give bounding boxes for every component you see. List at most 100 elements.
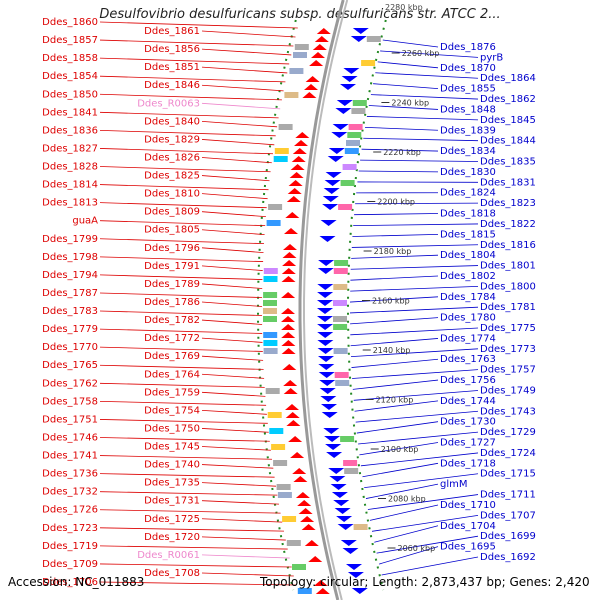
gene-category-block[interactable]: [286, 540, 301, 546]
gene-category-block[interactable]: [297, 588, 312, 594]
left-gene-label[interactable]: Ddes_1796: [144, 243, 200, 254]
left-gene-label[interactable]: Ddes_1850: [42, 89, 98, 100]
reverse-gene-arrow[interactable]: [350, 36, 367, 42]
right-gene-label[interactable]: Ddes_1729: [480, 427, 536, 438]
reverse-gene-arrow[interactable]: [322, 204, 339, 210]
forward-gene-arrow[interactable]: [293, 476, 308, 482]
reverse-gene-arrow[interactable]: [325, 444, 342, 450]
left-gene-label[interactable]: Ddes_R0063: [137, 98, 200, 109]
right-gene-label[interactable]: Ddes_1822: [480, 219, 536, 230]
gene-category-block[interactable]: [348, 124, 363, 130]
right-gene-label[interactable]: Ddes_1862: [480, 94, 536, 105]
right-gene-label[interactable]: Ddes_1848: [440, 104, 496, 115]
right-gene-label[interactable]: Ddes_1831: [480, 177, 536, 188]
left-gene-label[interactable]: Ddes_1723: [42, 523, 98, 534]
left-gene-label[interactable]: Ddes_1789: [144, 279, 200, 290]
left-gene-label[interactable]: Ddes_1813: [42, 198, 98, 209]
reverse-gene-arrow[interactable]: [317, 340, 334, 346]
reverse-gene-arrow[interactable]: [335, 108, 352, 114]
left-gene-label[interactable]: Ddes_1726: [42, 505, 98, 516]
reverse-gene-arrow[interactable]: [317, 332, 334, 338]
right-gene-label[interactable]: Ddes_1855: [440, 84, 496, 95]
left-gene-label[interactable]: Ddes_1840: [144, 116, 200, 127]
left-gene-label[interactable]: Ddes_1851: [144, 62, 200, 73]
gene-category-block[interactable]: [263, 292, 278, 298]
gene-category-block[interactable]: [344, 468, 359, 474]
gene-category-block[interactable]: [265, 388, 280, 394]
left-gene-label[interactable]: Ddes_1779: [42, 324, 98, 335]
reverse-gene-arrow[interactable]: [346, 564, 362, 570]
gene-category-block[interactable]: [263, 316, 277, 322]
gene-category-block[interactable]: [340, 180, 355, 186]
left-gene-label[interactable]: Ddes_1857: [42, 35, 98, 46]
gene-category-block[interactable]: [340, 436, 355, 442]
left-gene-label[interactable]: Ddes_1731: [144, 496, 200, 507]
forward-gene-arrow[interactable]: [284, 228, 298, 234]
forward-gene-arrow[interactable]: [281, 316, 295, 322]
reverse-gene-arrow[interactable]: [318, 364, 335, 370]
reverse-gene-arrow[interactable]: [317, 316, 333, 322]
forward-gene-arrow[interactable]: [297, 500, 312, 506]
forward-gene-arrow[interactable]: [304, 84, 318, 90]
right-gene-label[interactable]: Ddes_1804: [440, 250, 496, 261]
reverse-gene-arrow[interactable]: [319, 380, 336, 386]
right-gene-label[interactable]: Ddes_1715: [480, 469, 536, 480]
forward-gene-arrow[interactable]: [315, 588, 330, 594]
gene-category-block[interactable]: [293, 52, 307, 58]
gene-category-block[interactable]: [353, 524, 368, 530]
forward-gene-arrow[interactable]: [283, 388, 298, 394]
right-gene-label[interactable]: Ddes_1839: [440, 125, 496, 136]
left-gene-label[interactable]: Ddes_1846: [144, 80, 200, 91]
left-gene-label[interactable]: Ddes_1719: [42, 541, 98, 552]
left-gene-label[interactable]: Ddes_1836: [42, 125, 98, 136]
left-gene-label[interactable]: Ddes_1860: [42, 17, 98, 28]
gene-category-block[interactable]: [347, 132, 362, 138]
forward-gene-arrow[interactable]: [298, 508, 313, 514]
left-gene-label[interactable]: Ddes_1720: [144, 532, 200, 543]
right-gene-label[interactable]: Ddes_1844: [480, 136, 536, 147]
gene-category-block[interactable]: [278, 124, 293, 130]
left-gene-label[interactable]: Ddes_R0061: [137, 550, 200, 561]
reverse-gene-arrow[interactable]: [331, 132, 348, 138]
left-gene-label[interactable]: Ddes_1736: [42, 469, 98, 480]
forward-gene-arrow[interactable]: [281, 340, 296, 346]
right-gene-label[interactable]: Ddes_1816: [480, 240, 536, 251]
left-gene-label[interactable]: Ddes_1829: [144, 134, 200, 145]
gene-category-block[interactable]: [263, 340, 278, 346]
left-gene-label[interactable]: Ddes_1769: [144, 351, 200, 362]
left-gene-label[interactable]: Ddes_1709: [42, 559, 98, 570]
right-gene-label[interactable]: Ddes_1815: [440, 229, 496, 240]
right-gene-label[interactable]: Ddes_1775: [480, 323, 536, 334]
right-gene-label[interactable]: Ddes_1707: [480, 510, 536, 521]
forward-gene-arrow[interactable]: [302, 92, 317, 98]
forward-gene-arrow[interactable]: [290, 452, 305, 458]
left-gene-label[interactable]: Ddes_1751: [42, 414, 98, 425]
gene-category-block[interactable]: [333, 348, 348, 354]
forward-gene-arrow[interactable]: [304, 540, 319, 546]
gene-category-block[interactable]: [361, 60, 376, 66]
gene-category-block[interactable]: [263, 332, 278, 338]
gene-category-block[interactable]: [342, 164, 357, 170]
gene-category-block[interactable]: [334, 372, 349, 378]
left-gene-label[interactable]: Ddes_1762: [42, 378, 98, 389]
left-gene-label[interactable]: Ddes_1772: [144, 333, 200, 344]
left-gene-label[interactable]: Ddes_1791: [144, 261, 200, 272]
right-gene-label[interactable]: Ddes_1773: [480, 344, 536, 355]
left-gene-label[interactable]: Ddes_1854: [42, 71, 98, 82]
gene-category-block[interactable]: [335, 380, 350, 386]
right-gene-label[interactable]: Ddes_1724: [480, 448, 536, 459]
reverse-gene-arrow[interactable]: [340, 540, 357, 546]
reverse-gene-arrow[interactable]: [320, 220, 337, 226]
reverse-gene-arrow[interactable]: [328, 468, 345, 474]
reverse-gene-arrow[interactable]: [324, 180, 341, 186]
reverse-gene-arrow[interactable]: [334, 508, 351, 514]
right-gene-label[interactable]: Ddes_1710: [440, 500, 496, 511]
forward-gene-arrow[interactable]: [308, 556, 323, 562]
reverse-gene-arrow[interactable]: [326, 452, 343, 458]
left-gene-label[interactable]: Ddes_1725: [144, 514, 200, 525]
left-gene-label[interactable]: Ddes_1809: [144, 207, 200, 218]
reverse-gene-arrow[interactable]: [317, 292, 334, 298]
left-gene-label[interactable]: Ddes_1783: [42, 306, 98, 317]
left-gene-label[interactable]: Ddes_1764: [144, 369, 200, 380]
right-gene-label[interactable]: Ddes_1802: [440, 271, 496, 282]
